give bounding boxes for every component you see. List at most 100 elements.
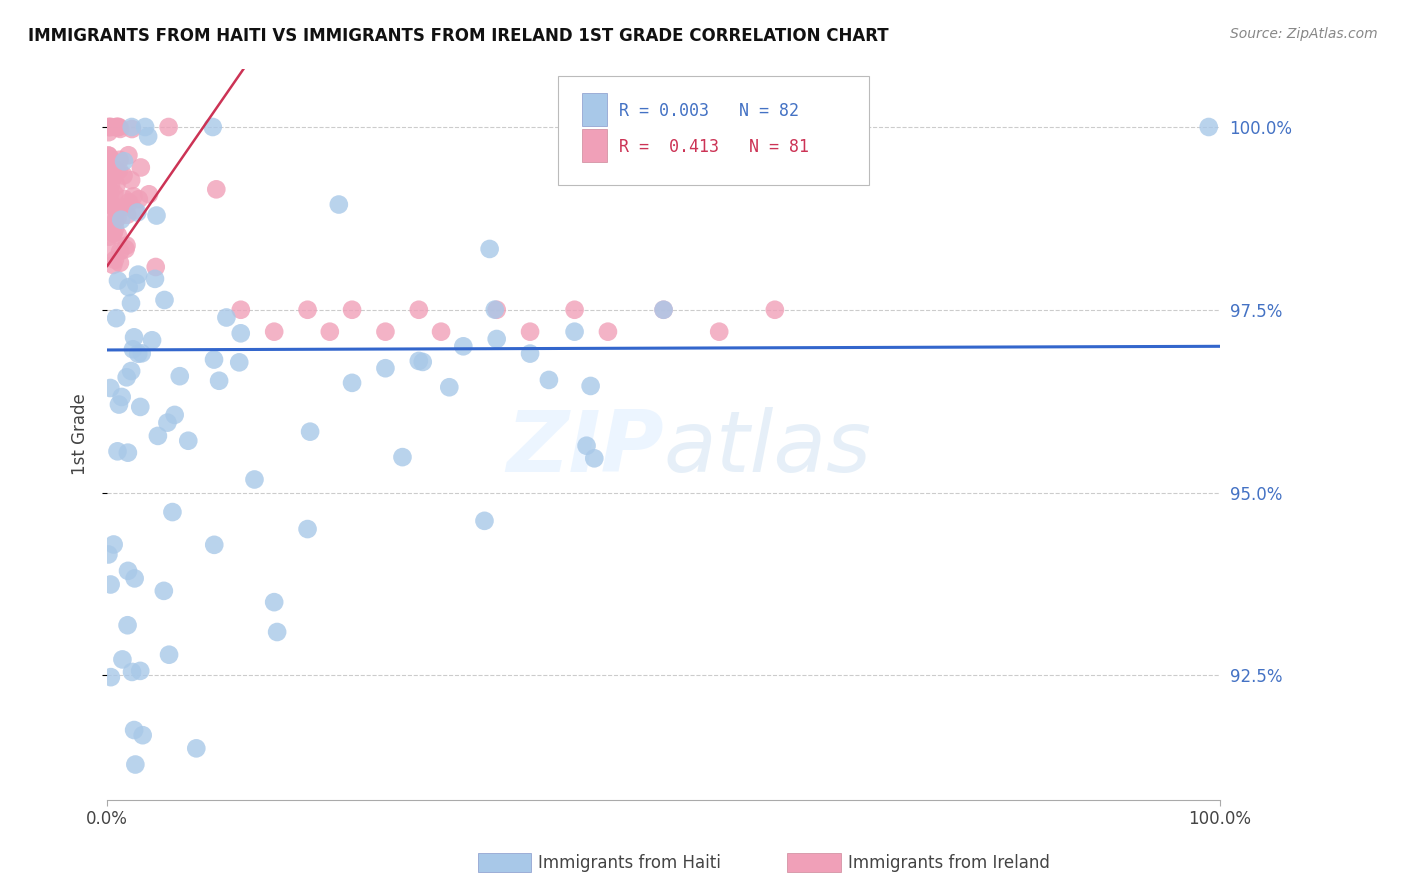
Point [100, 577, 122, 591]
Point [104, 201, 127, 215]
Point [105, 120, 128, 134]
Point [763, 302, 786, 317]
Point [128, 192, 150, 206]
Point [340, 376, 363, 390]
Point [1198, 120, 1220, 134]
Point [328, 197, 350, 211]
Point [266, 625, 288, 640]
Point [120, 173, 142, 187]
Point [100, 178, 122, 192]
Point [131, 728, 153, 742]
Text: atlas: atlas [664, 407, 872, 490]
Point [129, 161, 152, 175]
Point [103, 226, 125, 240]
Point [228, 355, 250, 369]
Point [319, 325, 342, 339]
Point [112, 169, 135, 183]
Point [263, 595, 285, 609]
Point [652, 302, 675, 317]
Point [110, 212, 132, 227]
Point [412, 355, 434, 369]
Point [145, 260, 167, 274]
Point [112, 154, 135, 169]
Point [202, 538, 225, 552]
Point [98, 120, 121, 134]
Point [169, 369, 191, 384]
Point [104, 200, 127, 214]
FancyBboxPatch shape [558, 76, 869, 186]
Point [596, 325, 619, 339]
Point [430, 325, 453, 339]
Point [125, 276, 148, 290]
Point [107, 274, 129, 288]
Point [134, 120, 156, 134]
Point [564, 302, 586, 317]
Point [98, 192, 121, 206]
Point [107, 211, 129, 225]
Point [374, 361, 396, 376]
Point [108, 244, 131, 259]
Point [104, 213, 127, 227]
Point [141, 333, 163, 347]
Point [101, 168, 124, 182]
Point [105, 163, 128, 178]
Point [108, 163, 131, 178]
Point [98, 186, 121, 200]
Point [157, 120, 180, 134]
Point [105, 311, 128, 326]
Point [157, 648, 180, 662]
Point [98, 244, 121, 258]
Point [101, 199, 124, 213]
Point [100, 120, 122, 134]
Point [100, 152, 122, 166]
Point [108, 122, 131, 136]
Point [97, 190, 120, 204]
Point [205, 182, 228, 196]
Point [297, 522, 319, 536]
Point [111, 390, 134, 404]
Point [108, 120, 131, 134]
Point [103, 537, 125, 551]
Point [146, 429, 169, 443]
Point [127, 205, 149, 219]
Point [215, 310, 238, 325]
Text: ZIP: ZIP [506, 407, 664, 490]
Point [129, 664, 152, 678]
Point [177, 434, 200, 448]
Y-axis label: 1st Grade: 1st Grade [72, 393, 89, 475]
Point [519, 346, 541, 360]
Point [583, 451, 606, 466]
Point [163, 408, 186, 422]
Point [97, 548, 120, 562]
Point [108, 153, 131, 167]
Point [121, 120, 143, 134]
Point [100, 163, 122, 178]
Point [111, 652, 134, 666]
Point [153, 583, 176, 598]
Point [519, 325, 541, 339]
Point [103, 258, 125, 272]
Point [97, 148, 120, 162]
Point [579, 379, 602, 393]
Point [107, 228, 129, 243]
Point [537, 373, 560, 387]
Point [186, 741, 208, 756]
Point [117, 445, 139, 459]
Point [122, 330, 145, 344]
Point [114, 200, 136, 214]
Text: Source: ZipAtlas.com: Source: ZipAtlas.com [1230, 27, 1378, 41]
Point [108, 398, 131, 412]
Point [391, 450, 413, 464]
Text: R = 0.003   N = 82: R = 0.003 N = 82 [619, 102, 799, 120]
Point [439, 380, 461, 394]
Text: Immigrants from Haiti: Immigrants from Haiti [538, 854, 721, 871]
Point [103, 169, 125, 183]
Point [143, 272, 166, 286]
Point [208, 374, 231, 388]
Point [114, 242, 136, 256]
Point [118, 195, 141, 210]
Point [136, 129, 159, 144]
Point [408, 354, 430, 368]
Point [97, 120, 120, 134]
Point [229, 326, 252, 341]
